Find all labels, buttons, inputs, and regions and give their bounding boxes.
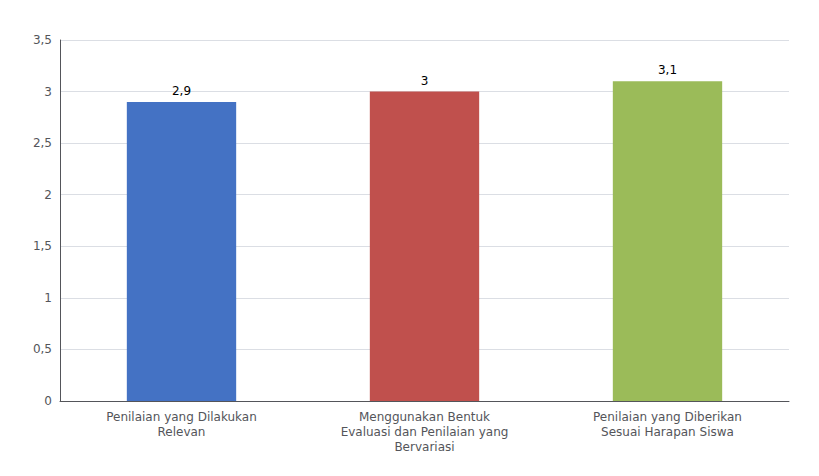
svg-text:3: 3	[44, 85, 52, 99]
svg-text:Sesuai Harapan Siswa: Sesuai Harapan Siswa	[601, 425, 734, 439]
svg-text:3,1: 3,1	[658, 63, 677, 77]
svg-text:Penilaian yang Dilakukan: Penilaian yang Dilakukan	[106, 410, 257, 424]
svg-text:Penilaian yang Diberikan: Penilaian yang Diberikan	[593, 410, 742, 424]
svg-text:1: 1	[44, 291, 52, 305]
svg-text:1,5: 1,5	[33, 239, 52, 253]
svg-text:Relevan: Relevan	[158, 425, 206, 439]
svg-text:Menggunakan Bentuk: Menggunakan Bentuk	[359, 410, 490, 424]
svg-text:0: 0	[44, 394, 52, 408]
svg-text:3: 3	[421, 74, 429, 88]
svg-text:3,5: 3,5	[33, 33, 52, 47]
svg-text:2,9: 2,9	[172, 84, 191, 98]
svg-text:2,5: 2,5	[33, 136, 52, 150]
svg-text:0,5: 0,5	[33, 342, 52, 356]
svg-text:2: 2	[44, 188, 52, 202]
svg-text:Evaluasi dan Penilaian yang: Evaluasi dan Penilaian yang	[341, 425, 509, 439]
svg-text:Bervariasi: Bervariasi	[394, 440, 454, 454]
